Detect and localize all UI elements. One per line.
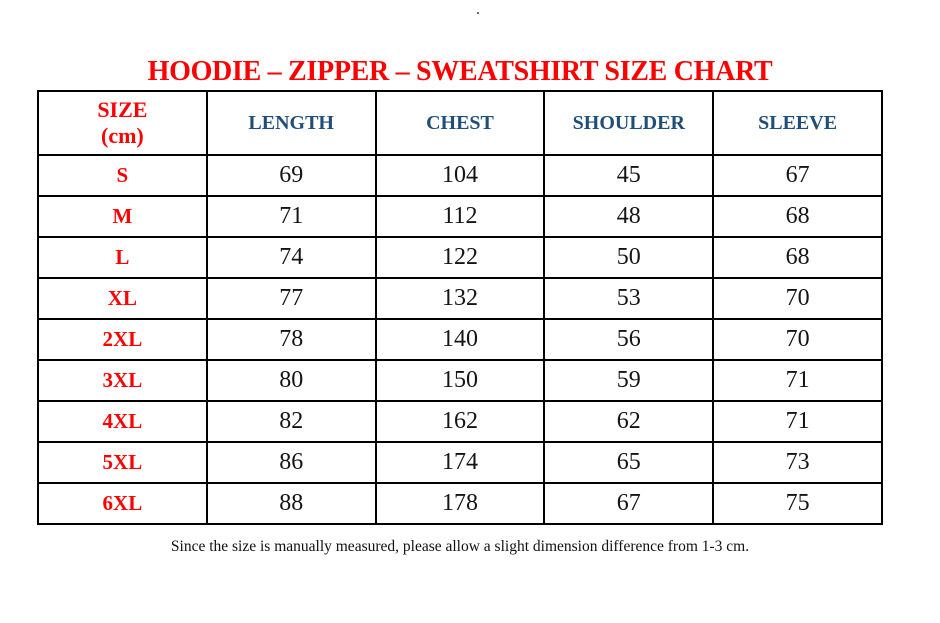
chest-cell: 122 <box>374 236 546 279</box>
chest-cell: 140 <box>374 318 546 361</box>
chest-cell: 150 <box>374 359 546 402</box>
column-header-sleeve: SLEEVE <box>712 90 883 156</box>
shoulder-cell: 50 <box>543 236 715 279</box>
top-dot-mark: . <box>476 1 480 18</box>
size-cell: XL <box>37 277 208 320</box>
shoulder-cell: 67 <box>543 482 715 525</box>
column-header-length: LENGTH <box>205 90 377 156</box>
size-cell: M <box>37 195 208 238</box>
sleeve-cell: 67 <box>712 154 883 197</box>
length-cell: 77 <box>205 277 377 320</box>
shoulder-cell: 48 <box>543 195 715 238</box>
length-cell: 80 <box>205 359 377 402</box>
sleeve-cell: 68 <box>712 195 883 238</box>
length-cell: 78 <box>205 318 377 361</box>
footer-note: Since the size is manually measured, ple… <box>170 538 750 555</box>
length-cell: 69 <box>205 154 377 197</box>
column-header-chest: CHEST <box>374 90 546 156</box>
column-header-shoulder: SHOULDER <box>543 90 715 156</box>
length-cell: 86 <box>205 441 377 484</box>
size-cell: S <box>37 154 208 197</box>
length-cell: 74 <box>205 236 377 279</box>
size-header-line2: (cm) <box>101 123 144 148</box>
size-header-line1: SIZE <box>97 97 148 123</box>
size-cell: 2XL <box>37 318 208 361</box>
shoulder-cell: 65 <box>543 441 715 484</box>
sleeve-cell: 71 <box>712 359 883 402</box>
length-cell: 71 <box>205 195 377 238</box>
table-row: 4XL 82 162 62 71 <box>37 400 883 443</box>
chest-cell: 132 <box>374 277 546 320</box>
chest-cell: 112 <box>374 195 546 238</box>
table-row: 2XL 78 140 56 70 <box>37 318 883 361</box>
shoulder-cell: 45 <box>543 154 715 197</box>
size-cell: 6XL <box>37 482 208 525</box>
chest-cell: 104 <box>374 154 546 197</box>
size-cell: L <box>37 236 208 279</box>
shoulder-cell: 53 <box>543 277 715 320</box>
table-row: S 69 104 45 67 <box>37 154 883 197</box>
table-row: M 71 112 48 68 <box>37 195 883 238</box>
table-row: 5XL 86 174 65 73 <box>37 441 883 484</box>
shoulder-cell: 59 <box>543 359 715 402</box>
shoulder-cell: 62 <box>543 400 715 443</box>
length-cell: 88 <box>205 482 377 525</box>
sleeve-cell: 70 <box>712 318 883 361</box>
table-row: 3XL 80 150 59 71 <box>37 359 883 402</box>
header-row: SIZE (cm) LENGTH CHEST SHOULDER SLEEVE <box>37 90 883 156</box>
shoulder-cell: 56 <box>543 318 715 361</box>
size-cell: 3XL <box>37 359 208 402</box>
chest-cell: 174 <box>374 441 546 484</box>
chest-cell: 178 <box>374 482 546 525</box>
table-row: 6XL 88 178 67 75 <box>37 482 883 525</box>
sleeve-cell: 73 <box>712 441 883 484</box>
page-title: HOODIE – ZIPPER – SWEATSHIRT SIZE CHART <box>147 55 773 87</box>
length-cell: 82 <box>205 400 377 443</box>
table-row: XL 77 132 53 70 <box>37 277 883 320</box>
size-cell: 5XL <box>37 441 208 484</box>
sleeve-cell: 70 <box>712 277 883 320</box>
chest-cell: 162 <box>374 400 546 443</box>
sleeve-cell: 71 <box>712 400 883 443</box>
size-cell: 4XL <box>37 400 208 443</box>
size-chart-table: SIZE (cm) LENGTH CHEST SHOULDER SLEEVE S… <box>37 90 883 525</box>
table-row: L 74 122 50 68 <box>37 236 883 279</box>
column-header-size: SIZE (cm) <box>37 90 208 156</box>
sleeve-cell: 68 <box>712 236 883 279</box>
sleeve-cell: 75 <box>712 482 883 525</box>
